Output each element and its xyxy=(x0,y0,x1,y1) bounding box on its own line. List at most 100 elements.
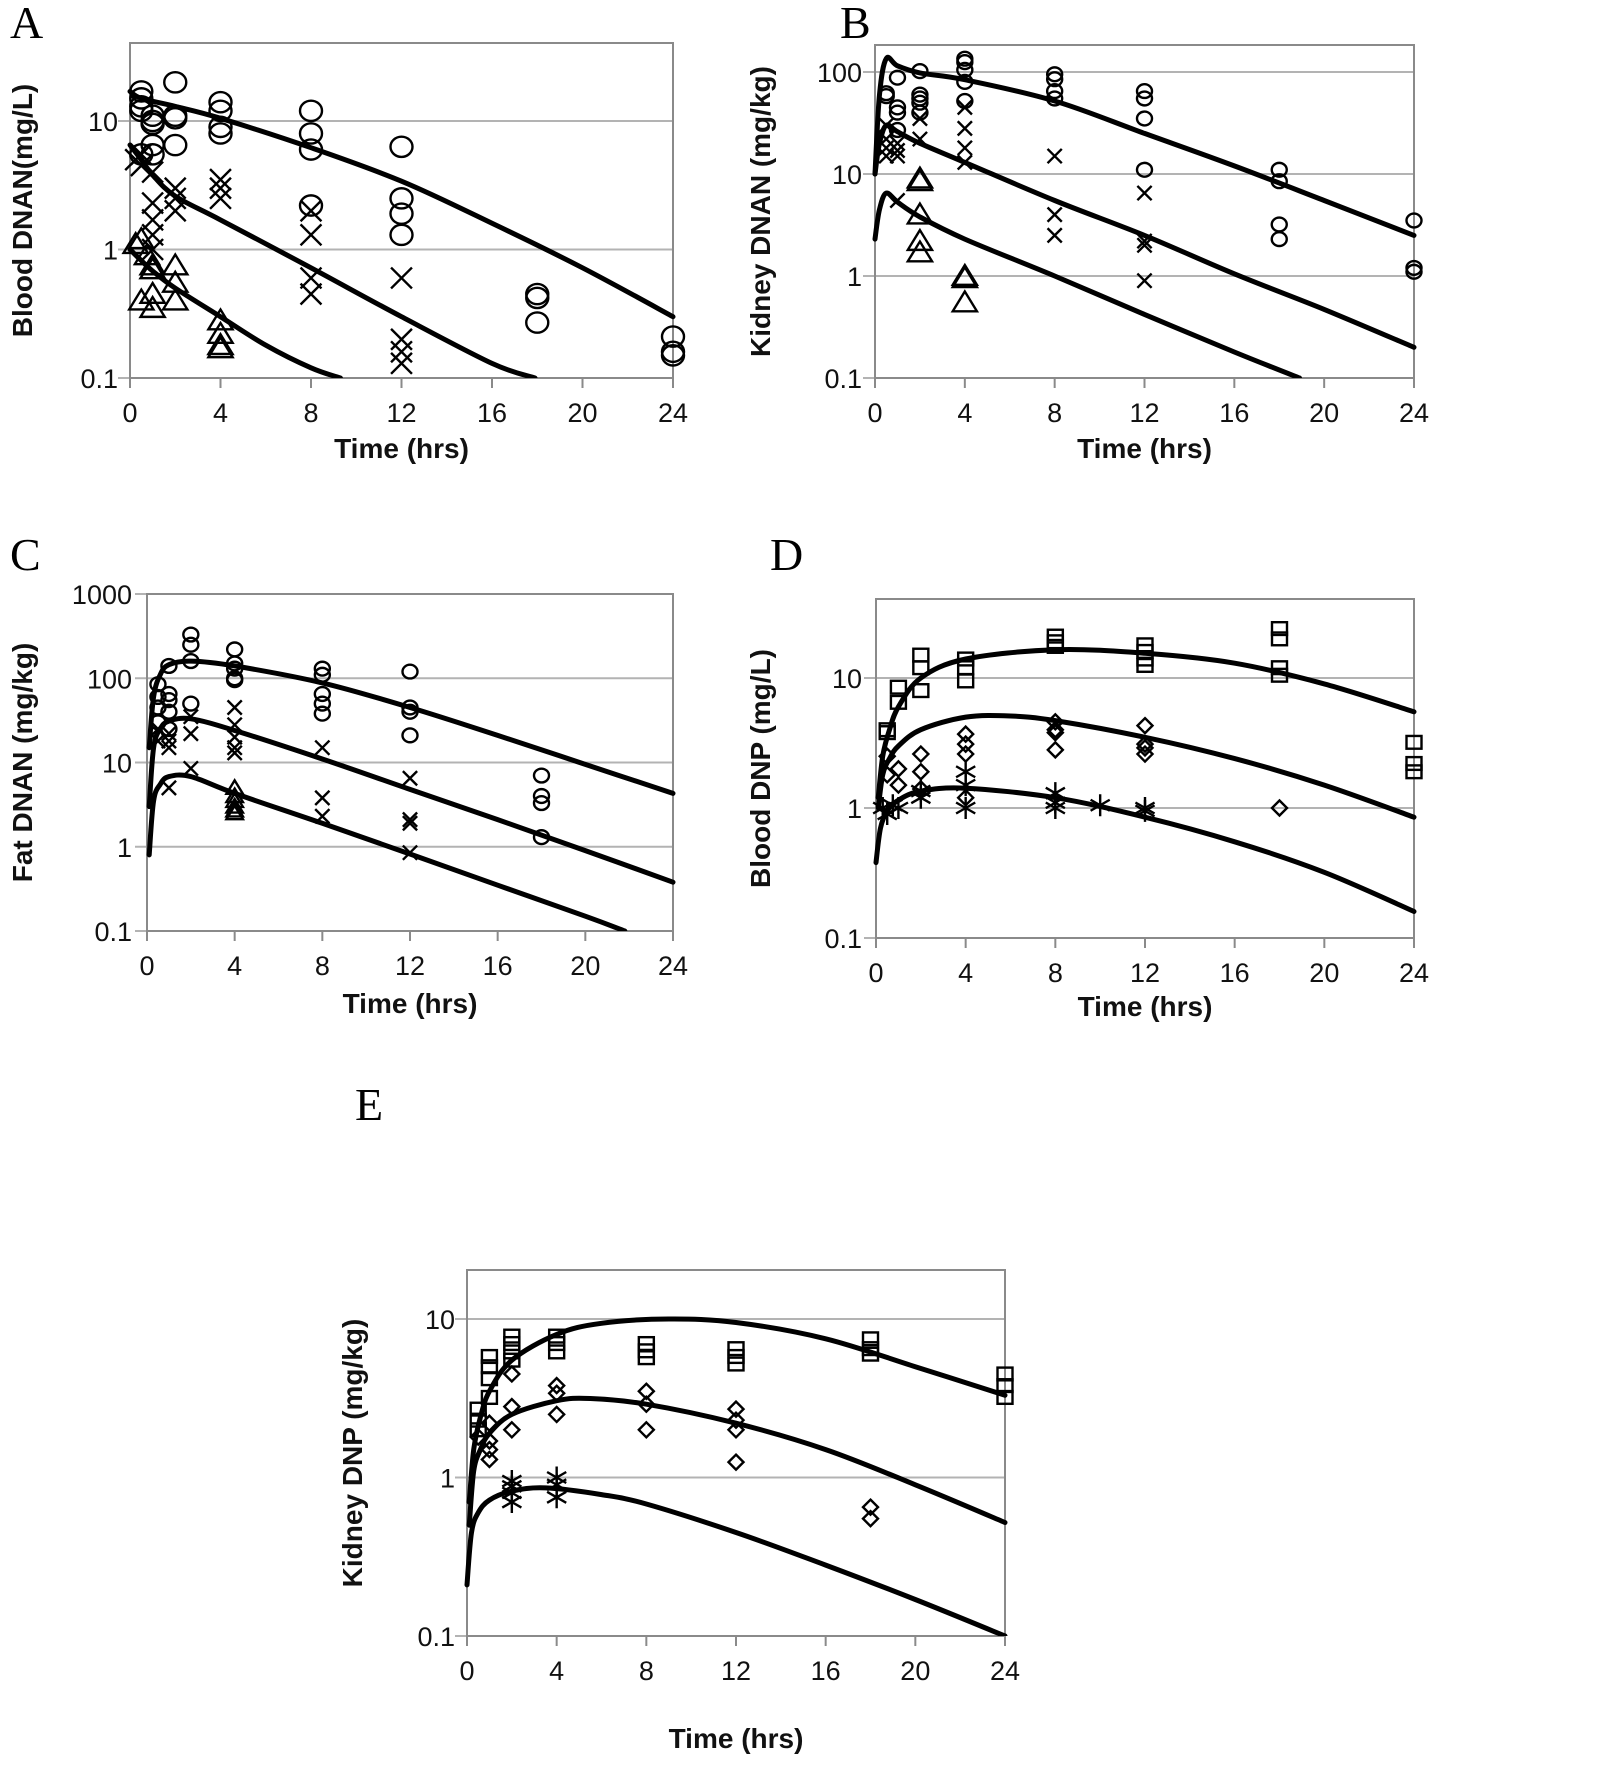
data-point-square xyxy=(889,694,908,710)
data-point-x xyxy=(163,176,187,200)
data-point-diamond xyxy=(480,1450,499,1469)
data-point-circle xyxy=(1135,90,1154,107)
data-point-x xyxy=(314,808,331,825)
data-point-circle xyxy=(298,138,324,161)
x-tick-label: 4 xyxy=(213,398,228,428)
x-tick-label: 8 xyxy=(639,1656,654,1686)
x-tick-label: 8 xyxy=(303,398,318,428)
y-tick-label: 10 xyxy=(832,664,862,694)
model-curve-high-dose-model xyxy=(872,54,1417,238)
data-point-asterisk xyxy=(546,1486,567,1509)
data-point-x xyxy=(141,238,164,261)
data-point-circle xyxy=(1270,231,1288,248)
data-point-circle xyxy=(182,695,200,712)
data-point-x xyxy=(160,779,177,796)
y-axis-title: Kidney DNAN (mg/kg) xyxy=(745,66,776,357)
y-tick-label: 1000 xyxy=(72,580,132,610)
data-point-circle xyxy=(389,202,414,226)
data-point-diamond xyxy=(726,1399,746,1419)
data-point-x xyxy=(182,708,199,725)
data-point-circle xyxy=(225,660,244,677)
data-point-diamond xyxy=(469,1427,488,1447)
data-point-asterisk xyxy=(501,1491,523,1514)
panel-a: A 0.1 1 10 0 4 8 12 16 20 24 Time (hrs) Blood DNAN(m… xyxy=(7,0,688,464)
model-curve-high-dose-model xyxy=(127,88,676,320)
data-point-diamond xyxy=(1135,738,1155,758)
y-tick-label: 1 xyxy=(117,833,132,863)
data-point-diamond xyxy=(956,744,975,764)
x-tick-label: 4 xyxy=(958,958,973,988)
plot-area xyxy=(872,50,1423,378)
data-point-diamond xyxy=(861,1497,880,1517)
model-curve-mid-dose-model xyxy=(875,712,1417,820)
data-point-circle xyxy=(298,122,324,145)
data-point-diamond xyxy=(502,1420,522,1439)
y-tick-label: 10 xyxy=(102,749,132,779)
data-point-diamond xyxy=(637,1420,656,1439)
y-tick-label: 100 xyxy=(817,58,862,88)
data-point-circle xyxy=(1045,82,1064,100)
y-tick-label: 0.1 xyxy=(824,924,862,954)
data-point-triangle xyxy=(905,201,935,225)
data-point-x xyxy=(1046,206,1063,223)
data-point-x xyxy=(299,223,323,247)
x-tick-label: 24 xyxy=(658,398,688,428)
data-point-x xyxy=(402,770,418,787)
data-point-square xyxy=(861,1346,880,1362)
data-point-square xyxy=(912,683,930,699)
data-point-circle xyxy=(888,69,907,86)
y-tick-label: 1 xyxy=(847,262,862,292)
data-point-x xyxy=(956,99,973,116)
data-point-circle xyxy=(1045,90,1064,107)
data-point-circle xyxy=(401,663,419,680)
data-point-circle xyxy=(1045,66,1064,83)
data-point-diamond xyxy=(480,1414,499,1433)
x-tick-label: 16 xyxy=(1220,958,1250,988)
panel-label: E xyxy=(355,1079,383,1130)
panel-d: D 0.1 1 10 0 4 8 12 16 20 24 Time (hrs) Blood DNP (m… xyxy=(745,529,1429,1022)
data-point-circle xyxy=(163,133,188,157)
model-curve-mid-dose-model xyxy=(466,1395,1008,1528)
y-tick-label: 10 xyxy=(832,160,862,190)
data-point-circle xyxy=(149,688,167,706)
data-point-x xyxy=(209,168,232,191)
panel-label: A xyxy=(10,0,43,48)
data-point-asterisk xyxy=(888,797,909,819)
x-axis-title: Time (hrs) xyxy=(343,988,478,1019)
data-point-x xyxy=(1136,185,1153,202)
y-tick-label: 1 xyxy=(847,794,862,824)
data-point-square xyxy=(480,1371,499,1387)
data-point-diamond xyxy=(547,1384,566,1403)
data-point-x xyxy=(163,199,187,223)
x-tick-label: 20 xyxy=(900,1656,930,1686)
data-point-circle xyxy=(911,94,929,111)
data-point-x xyxy=(226,739,243,756)
data-point-diamond xyxy=(1135,716,1155,735)
data-point-diamond xyxy=(1046,723,1065,742)
data-point-circle xyxy=(1270,161,1288,178)
data-point-triangle xyxy=(206,335,235,359)
plot-area xyxy=(121,70,686,378)
panel-label: D xyxy=(770,529,803,580)
x-tick-label: 16 xyxy=(811,1656,841,1686)
data-point-x xyxy=(141,191,164,215)
x-axis-title: Time (hrs) xyxy=(1078,991,1213,1022)
data-point-x xyxy=(130,154,153,177)
data-point-x xyxy=(160,725,177,742)
data-point-square xyxy=(1405,755,1423,772)
data-point-x xyxy=(911,110,928,127)
x-tick-label: 8 xyxy=(1048,958,1063,988)
data-point-circle xyxy=(163,70,188,94)
data-point-x xyxy=(182,725,199,742)
x-tick-label: 0 xyxy=(867,398,882,428)
data-point-diamond xyxy=(502,1364,522,1384)
data-point-diamond xyxy=(878,765,897,785)
data-point-asterisk xyxy=(1045,797,1066,819)
data-point-square xyxy=(1136,657,1154,673)
data-point-square xyxy=(547,1335,566,1352)
data-point-square xyxy=(1270,620,1289,637)
data-point-circle xyxy=(389,135,414,159)
model-curve-low-dose-model xyxy=(127,247,343,378)
data-point-circle xyxy=(313,666,332,683)
data-point-circle xyxy=(208,115,233,139)
